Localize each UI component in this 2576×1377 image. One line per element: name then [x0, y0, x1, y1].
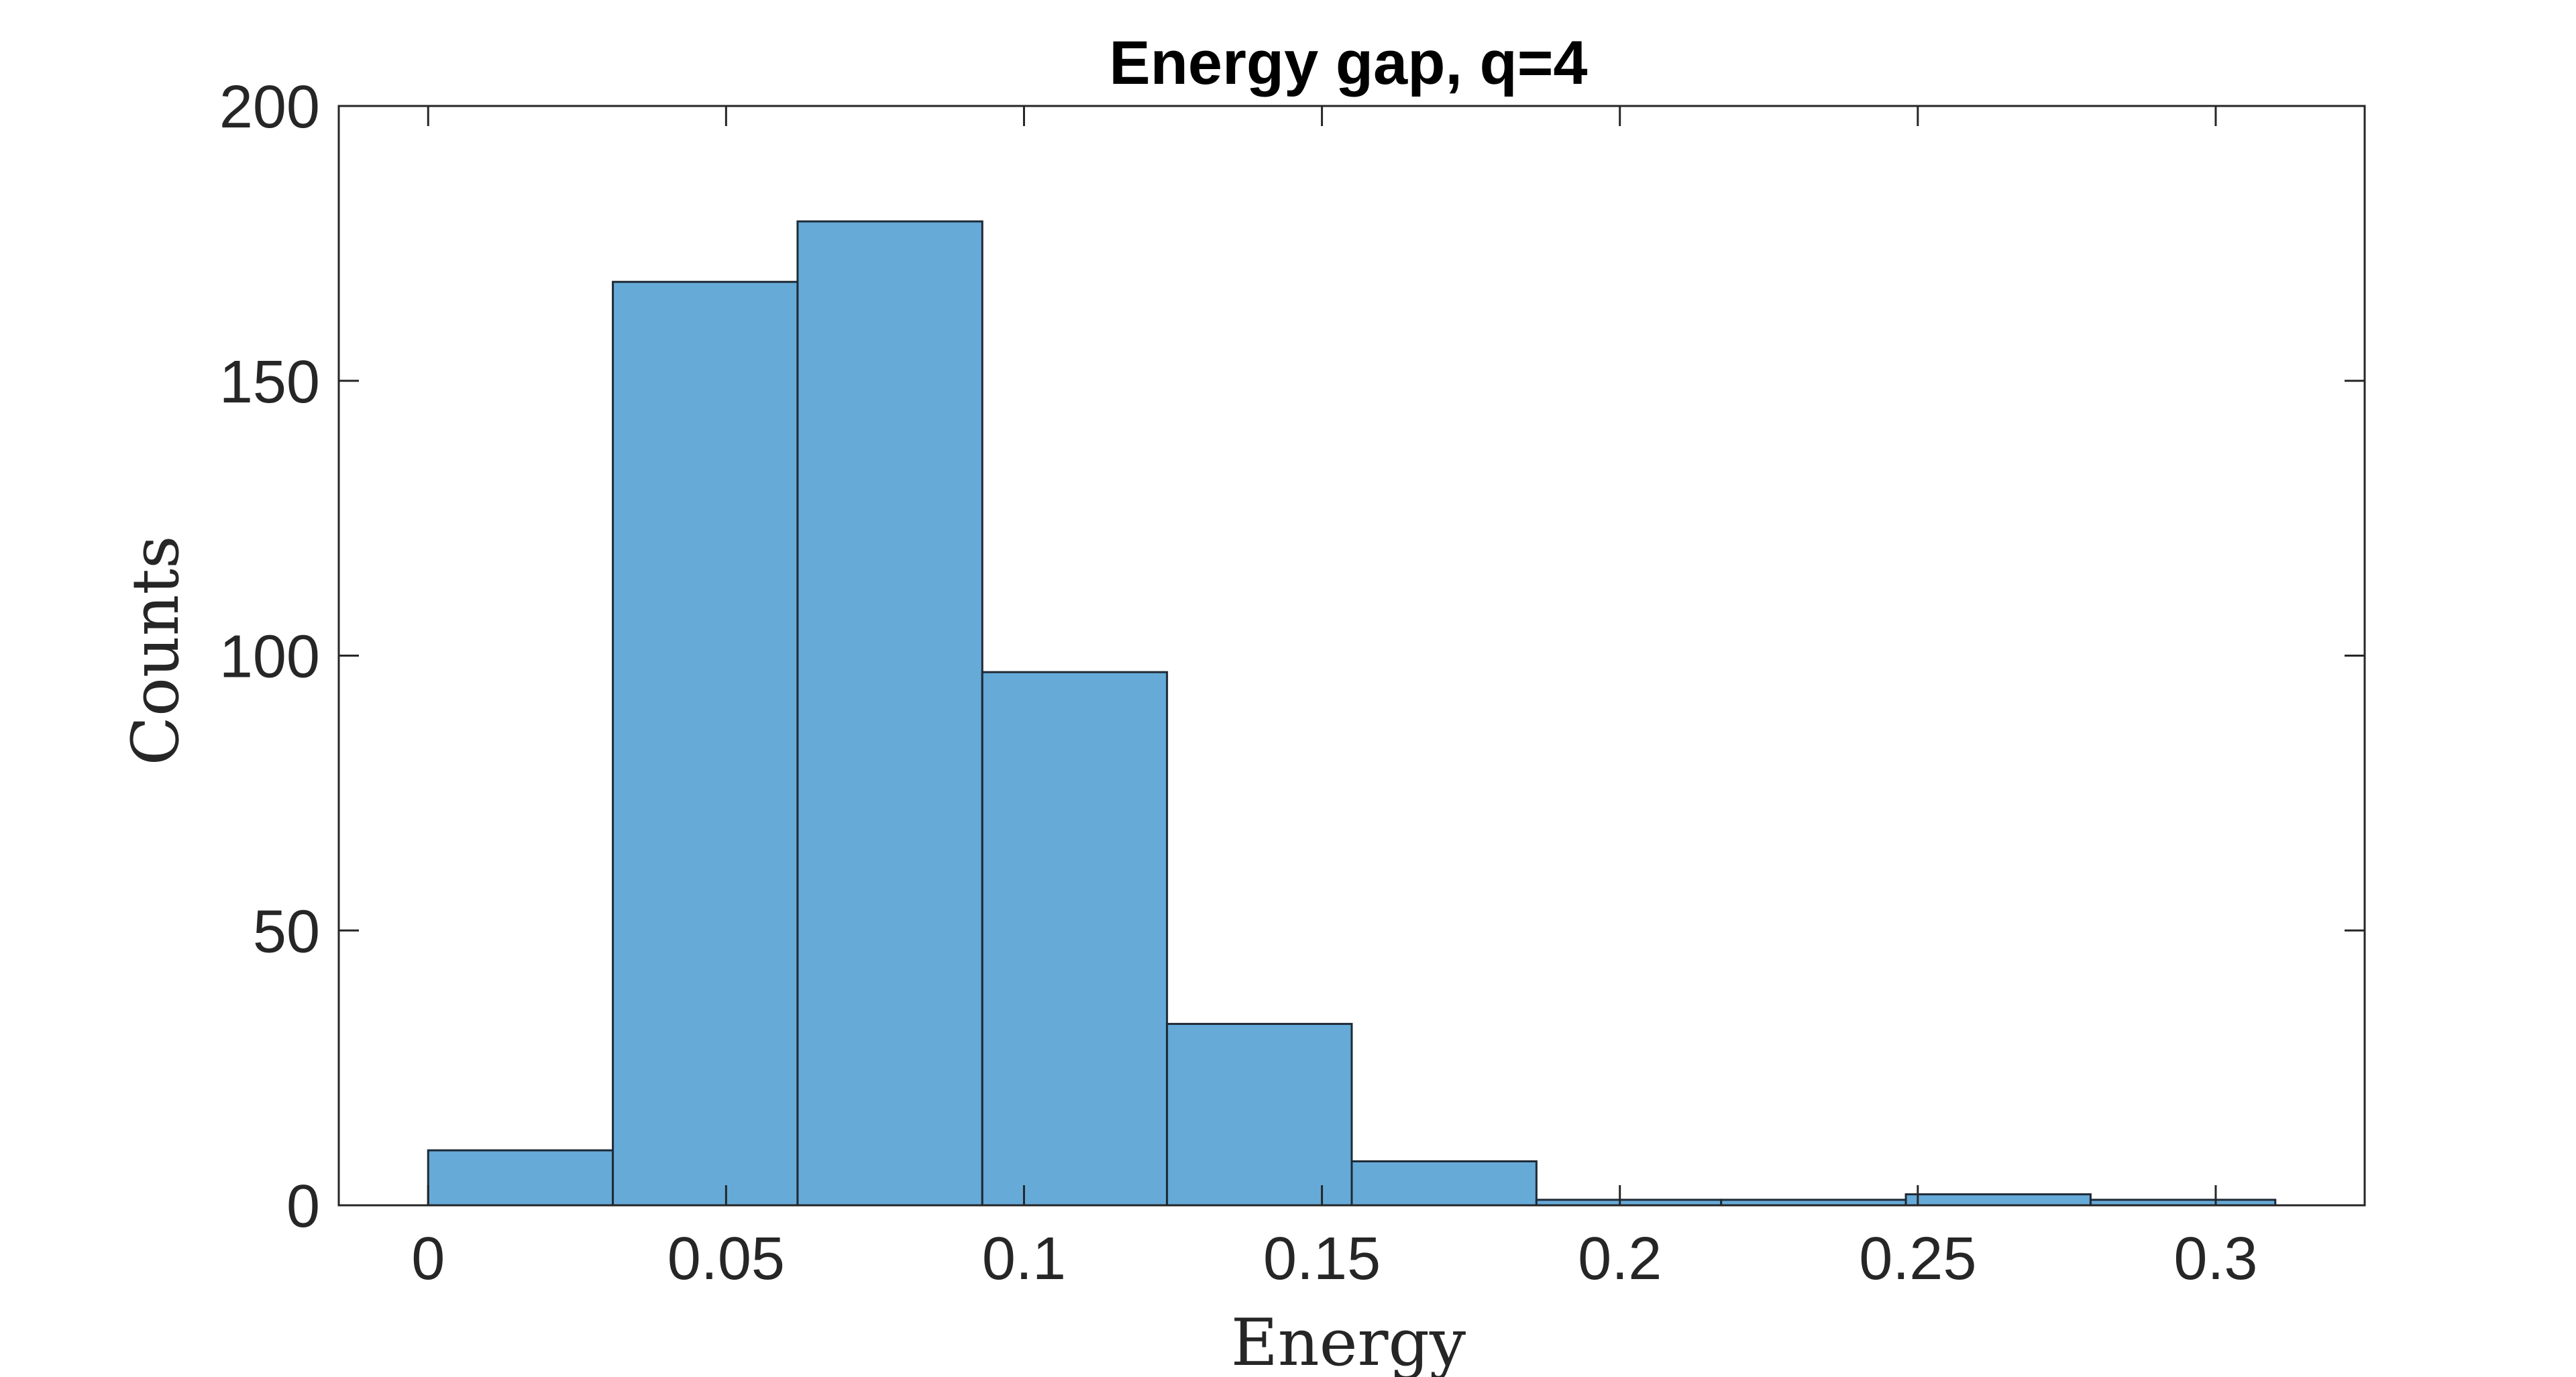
y-axis-label: Counts — [118, 536, 193, 766]
x-axis-label: Energy — [1231, 1305, 1466, 1377]
x-tick-label: 0.05 — [667, 1225, 785, 1292]
histogram-bar — [796, 220, 983, 1207]
histogram-bar — [1166, 1023, 1353, 1207]
y-tick-label: 50 — [253, 898, 320, 965]
x-tick-labels: 0 0.05 0.1 0.15 0.2 0.25 0.3 — [411, 1225, 2257, 1292]
y-tick-labels: 0 50 100 150 200 — [219, 74, 320, 1240]
x-tick-label: 0.25 — [1859, 1225, 1976, 1292]
x-tick-label: 0.3 — [2174, 1225, 2257, 1292]
y-tick-label: 100 — [219, 624, 320, 691]
x-tick-label: 0.1 — [982, 1225, 1066, 1292]
y-tick-label: 0 — [286, 1173, 320, 1240]
histogram-bar — [981, 671, 1169, 1207]
x-tick-label: 0 — [411, 1225, 445, 1292]
histogram-bar — [612, 280, 799, 1207]
x-tick-label: 0.2 — [1578, 1225, 1662, 1292]
y-tick-label: 150 — [219, 349, 320, 416]
histogram-bar — [427, 1149, 614, 1207]
y-tick-label: 200 — [219, 74, 320, 141]
plot-frame — [337, 105, 2366, 1207]
chart-title: Energy gap, q=4 — [1109, 29, 1587, 97]
histogram-bar — [1904, 1193, 2092, 1207]
histogram-bar — [1350, 1160, 1538, 1207]
bars-group — [427, 220, 2277, 1207]
x-tick-label: 0.15 — [1263, 1225, 1381, 1292]
